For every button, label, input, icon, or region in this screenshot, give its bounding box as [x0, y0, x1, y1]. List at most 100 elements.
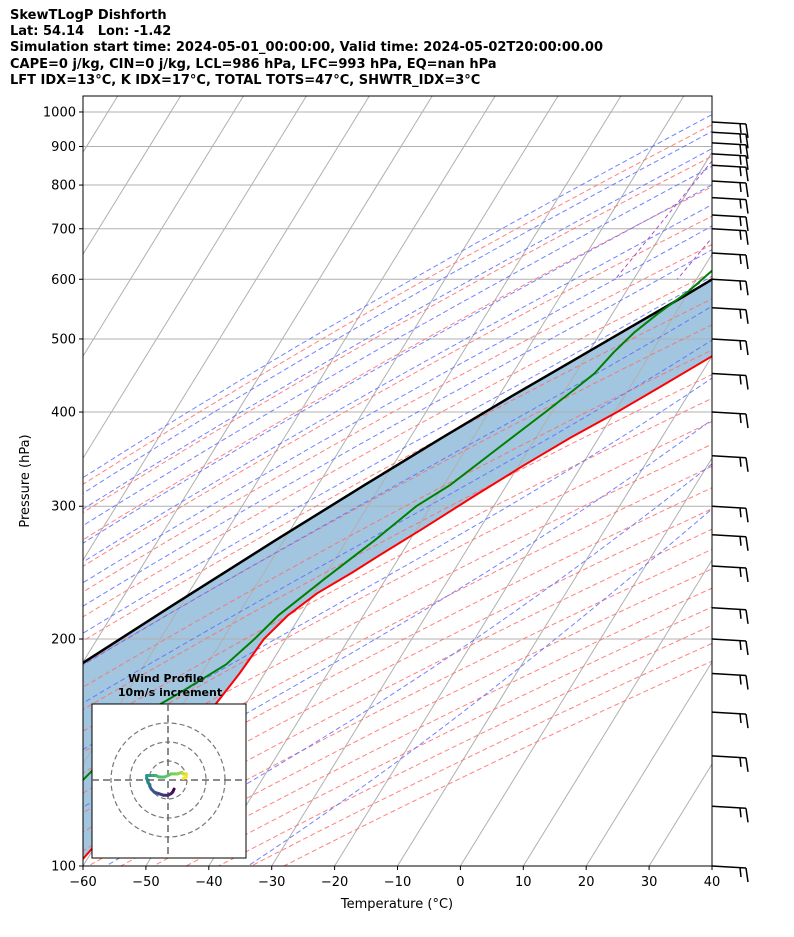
wind-barb [711, 455, 749, 472]
wind-barb-feather [739, 457, 742, 467]
x-tick-label: 0 [456, 875, 464, 890]
wind-barb-shaft [711, 505, 747, 509]
dry-adiabat [83, 244, 712, 593]
hodograph-inset: Wind Profile 10m/s increment [91, 672, 247, 859]
cape-fill [83, 279, 712, 859]
wind-barb-shaft [711, 228, 747, 232]
y-tick-label: 700 [51, 222, 76, 237]
wind-barb [711, 338, 749, 356]
cape-shaded-region [83, 279, 712, 859]
temperature-line [83, 354, 712, 861]
x-tick-label: −40 [195, 875, 222, 890]
mixing-ratio-line [676, 237, 712, 280]
x-tick-label: −50 [132, 875, 159, 890]
y-axis-ticks: 1000 900 800 700 600 500 400 300 200 100 [43, 105, 83, 875]
wind-barb [711, 228, 749, 245]
wind-barb-feather [745, 413, 749, 429]
wind-barb-feather [745, 867, 749, 883]
wind-barb [711, 607, 749, 624]
y-tick-label: 400 [51, 406, 76, 421]
wind-barb-feather [745, 567, 749, 583]
dry-adiabat [83, 349, 712, 688]
hodograph-title: Wind Profile [128, 672, 204, 685]
wind-barb [711, 278, 749, 296]
wind-barb-feather [745, 144, 749, 159]
dry-adiabat [83, 155, 712, 514]
wind-barb [711, 755, 749, 772]
dry-adiabat [83, 508, 712, 833]
y-tick-label: 300 [51, 500, 76, 515]
wind-barb [711, 180, 749, 198]
moist-adiabat [83, 275, 712, 634]
wind-barb-feather [739, 757, 742, 767]
mixing-ratio-lines [614, 160, 712, 280]
parcel-profile-line [83, 277, 712, 665]
hodograph-trace [145, 770, 188, 797]
wind-barb-shaft [711, 196, 747, 201]
moist-adiabat [83, 419, 712, 808]
isotherm-line [271, 151, 712, 866]
wind-barb [711, 252, 749, 270]
wind-barb-feather [739, 867, 742, 878]
wind-barb-feather [745, 134, 749, 149]
header-line-location: Lat: 54.14 Lon: -1.42 [10, 24, 172, 40]
wind-barb-shaft [711, 372, 747, 377]
wind-barb [711, 164, 749, 182]
wind-barb-feather [745, 457, 749, 472]
wind-barb [711, 214, 749, 232]
wind-barb-feather [745, 216, 749, 232]
x-tick-label: 20 [578, 875, 595, 890]
header-line-cape: CAPE=0 j/kg, CIN=0 j/kg, LCL=986 hPa, LF… [10, 56, 497, 72]
isotherm-line [83, 96, 244, 358]
isotherm-line [83, 96, 182, 256]
y-tick-label: 100 [51, 860, 76, 875]
isotherm-line [711, 865, 712, 866]
wind-barb-feather [739, 230, 742, 240]
wind-barb-feather [739, 507, 742, 518]
y-tick-label: 200 [51, 633, 76, 648]
moist-adiabats [83, 113, 712, 866]
wind-barb [711, 672, 749, 690]
x-tick-label: 10 [515, 875, 532, 890]
wind-barb-shaft [711, 638, 747, 642]
wind-barb-feather [739, 254, 742, 265]
isotherm-line [334, 253, 712, 866]
wind-barb-feather [739, 340, 742, 351]
dry-adiabat [83, 186, 712, 541]
chart-header: SkewTLogP Dishforth Lat: 54.14 Lon: -1.4… [10, 8, 603, 89]
wind-barb-feather [739, 309, 742, 319]
wind-barb-shaft [711, 455, 747, 459]
wind-barb-shaft [711, 252, 747, 256]
wind-barb-feather [739, 199, 742, 209]
header-line-indices: LFT IDX=13°C, K IDX=17°C, TOTAL TOTS=47°… [10, 72, 481, 88]
moist-adiabat [83, 165, 712, 527]
y-tick-label: 900 [51, 140, 76, 155]
wind-barb-shaft [711, 121, 747, 125]
wind-barb [711, 865, 749, 883]
wind-barb-shaft [711, 164, 747, 168]
wind-barb-feather [745, 609, 749, 624]
header-line-title: SkewTLogP Dishforth [10, 8, 167, 23]
wind-barb-shaft [711, 180, 747, 184]
moist-adiabat [83, 203, 712, 563]
dry-adiabat [88, 548, 712, 866]
wind-barb-feather [739, 413, 742, 424]
x-axis-ticks: −60 −50 −40 −30 −20 −10 0 10 20 30 40 [69, 866, 720, 890]
isotherm-line [459, 457, 712, 866]
dry-adiabat [83, 443, 712, 774]
wind-barb [711, 565, 749, 583]
y-axis-label: Pressure (hPa) [18, 434, 33, 527]
x-tick-label: 40 [704, 875, 721, 890]
wind-barb-feather [745, 309, 749, 324]
dry-adiabat [218, 624, 712, 866]
wind-barb [711, 131, 749, 149]
wind-barb-feather [745, 713, 749, 729]
wind-barb-feather [739, 155, 742, 165]
x-tick-label: 30 [641, 875, 658, 890]
x-tick-label: −60 [69, 875, 96, 890]
isotherm-line [83, 96, 370, 562]
isotherm-line [585, 661, 712, 866]
dry-adiabat [250, 642, 712, 866]
y-tick-label: 1000 [43, 105, 76, 120]
wind-barb-feather [739, 675, 742, 685]
